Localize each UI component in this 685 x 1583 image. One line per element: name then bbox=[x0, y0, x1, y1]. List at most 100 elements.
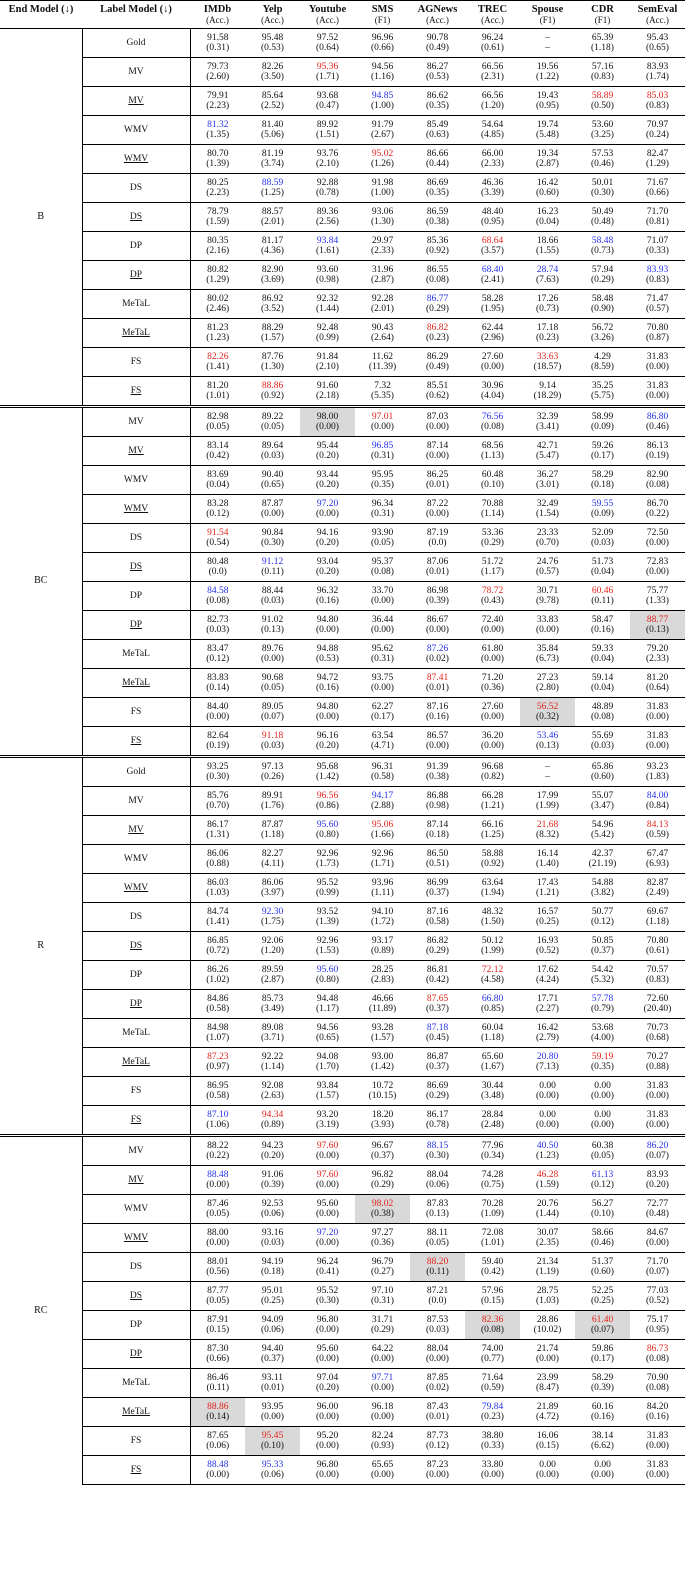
score-cell: 86.06 (3.97) bbox=[245, 873, 300, 903]
score-std: (1.06) bbox=[206, 1120, 230, 1130]
score-std: (0.42) bbox=[206, 451, 230, 461]
table-row: MV 88.48 (0.00) 91.06 (0.39) 97.60 (0.00) 96.82… bbox=[0, 1165, 685, 1195]
dataset-header: Spouse (F1) bbox=[520, 0, 575, 29]
label-model-name: WMV bbox=[123, 853, 149, 864]
score-value: 95.33 bbox=[261, 1459, 284, 1470]
score-value: 87.87 bbox=[261, 498, 284, 509]
score-cell: 30.07 (2.35) bbox=[520, 1223, 575, 1253]
score-cell: 97.20 (0.00) bbox=[300, 494, 355, 524]
table-row: FS 87.65 (0.06) 95.45 (0.10) 95.20 (0.00) 82.24… bbox=[0, 1426, 685, 1456]
score-std: (0.06) bbox=[261, 1325, 284, 1335]
score-value: 75.17 bbox=[646, 1314, 669, 1325]
score-std: (0.17) bbox=[371, 712, 394, 722]
score-cell: 82.27 (4.11) bbox=[245, 844, 300, 874]
score-std: (1.11) bbox=[371, 888, 394, 898]
score-value: 93.11 bbox=[261, 1372, 284, 1383]
score-value: 65.39 bbox=[591, 32, 614, 43]
dataset-name: Youtube bbox=[308, 4, 347, 15]
label-model-cell: FS bbox=[82, 726, 191, 758]
label-model-cell: DS bbox=[82, 902, 191, 932]
score-cell: 86.03 (1.03) bbox=[190, 873, 245, 903]
score-cell: 95.52 (0.30) bbox=[300, 1281, 355, 1311]
score-std: (1.18) bbox=[646, 917, 669, 927]
score-std: (0.14) bbox=[206, 683, 230, 693]
score-cell: 88.22 (0.22) bbox=[190, 1135, 245, 1166]
score-cell: 82.90 (3.69) bbox=[245, 260, 300, 290]
score-value: 81.32 bbox=[207, 119, 229, 130]
score-std: (2.46) bbox=[206, 304, 230, 314]
score-std: (0.38) bbox=[371, 1209, 394, 1219]
score-cell: 86.66 (0.44) bbox=[410, 144, 465, 174]
score-cell: 95.68 (1.42) bbox=[300, 756, 355, 787]
score-value: 82.47 bbox=[646, 148, 669, 159]
score-std: (0.17) bbox=[591, 451, 614, 461]
score-value: 36.27 bbox=[536, 469, 559, 480]
score-value: 71.47 bbox=[646, 293, 669, 304]
end-model-header: End Model (↓) bbox=[0, 0, 82, 29]
score-value: 57.78 bbox=[591, 993, 614, 1004]
score-cell: 86.55 (0.08) bbox=[410, 260, 465, 290]
label-model-name: WMV bbox=[123, 153, 149, 164]
score-cell: 0.00 (0.00) bbox=[520, 1455, 575, 1485]
score-value: 86.67 bbox=[426, 614, 449, 625]
score-value: 23.99 bbox=[536, 1372, 559, 1383]
label-model-cell: DP bbox=[82, 1339, 191, 1369]
score-std: (0.78) bbox=[426, 1120, 449, 1130]
score-cell: 96.16 (0.20) bbox=[300, 726, 355, 758]
score-std: (0.00) bbox=[316, 1470, 339, 1480]
score-cell: 94.34 (0.89) bbox=[245, 1105, 300, 1137]
score-value: 59.19 bbox=[591, 1051, 614, 1062]
score-std: (0.66) bbox=[371, 43, 394, 53]
score-value: 82.26 bbox=[207, 351, 229, 362]
score-cell: 86.80 (0.46) bbox=[630, 406, 685, 437]
score-value: 58.47 bbox=[591, 614, 614, 625]
score-cell: 96.34 (0.31) bbox=[355, 494, 410, 524]
score-value: 31.83 bbox=[646, 1430, 669, 1441]
score-std: (0.78) bbox=[316, 188, 339, 198]
score-value: 87.77 bbox=[207, 1285, 229, 1296]
score-value: 42.37 bbox=[591, 848, 614, 859]
score-cell: 31.83 (0.00) bbox=[630, 376, 685, 408]
score-std: (0.00) bbox=[481, 654, 504, 664]
label-model-cell: DP bbox=[82, 260, 191, 290]
score-std: (0.02) bbox=[426, 654, 449, 664]
score-std: (0.00) bbox=[646, 741, 669, 751]
score-std: (0.23) bbox=[426, 333, 449, 343]
score-std: (1.75) bbox=[261, 917, 284, 927]
score-value: 16.93 bbox=[536, 935, 559, 946]
score-std: (5.47) bbox=[536, 451, 559, 461]
score-cell: 93.60 (0.98) bbox=[300, 260, 355, 290]
score-cell: 89.36 (2.56) bbox=[300, 202, 355, 232]
score-value: 95.52 bbox=[316, 1285, 339, 1296]
score-std: (7.13) bbox=[536, 1062, 559, 1072]
score-std: (0.57) bbox=[646, 304, 669, 314]
score-cell: 55.07 (3.47) bbox=[575, 786, 630, 816]
score-cell: 16.93 (0.52) bbox=[520, 931, 575, 961]
table-row: BC MV 82.98 (0.05) 89.22 (0.05) 98.00 (0.00) 97.… bbox=[0, 406, 685, 758]
score-value: 80.35 bbox=[207, 235, 229, 246]
score-cell: 86.50 (0.51) bbox=[410, 844, 465, 874]
score-std: (0.00) bbox=[481, 362, 504, 372]
score-value: 85.76 bbox=[207, 790, 229, 801]
score-std: (0.13) bbox=[646, 625, 669, 635]
score-cell: – – bbox=[520, 756, 575, 787]
score-std: (7.63) bbox=[536, 275, 559, 285]
score-std: (0.44) bbox=[426, 159, 449, 169]
label-model-name: DS bbox=[129, 532, 143, 543]
score-std: (0.35) bbox=[426, 101, 449, 111]
score-cell: 17.18 (0.23) bbox=[520, 318, 575, 348]
score-std: (1.03) bbox=[206, 888, 230, 898]
label-model-name: FS bbox=[130, 1464, 142, 1475]
score-value: 97.04 bbox=[316, 1372, 339, 1383]
score-std: (2.60) bbox=[206, 72, 230, 82]
score-value: 93.95 bbox=[261, 1401, 284, 1412]
score-value: 86.17 bbox=[207, 819, 229, 830]
score-value: 93.04 bbox=[316, 556, 339, 567]
score-std: (0.23) bbox=[536, 333, 559, 343]
score-cell: 53.36 (0.29) bbox=[465, 523, 520, 553]
score-std: (0.60) bbox=[591, 772, 614, 782]
score-std: (0.38) bbox=[426, 217, 449, 227]
score-value: 84.40 bbox=[207, 701, 229, 712]
score-value: 63.64 bbox=[481, 877, 504, 888]
score-std: (0.65) bbox=[261, 480, 284, 490]
